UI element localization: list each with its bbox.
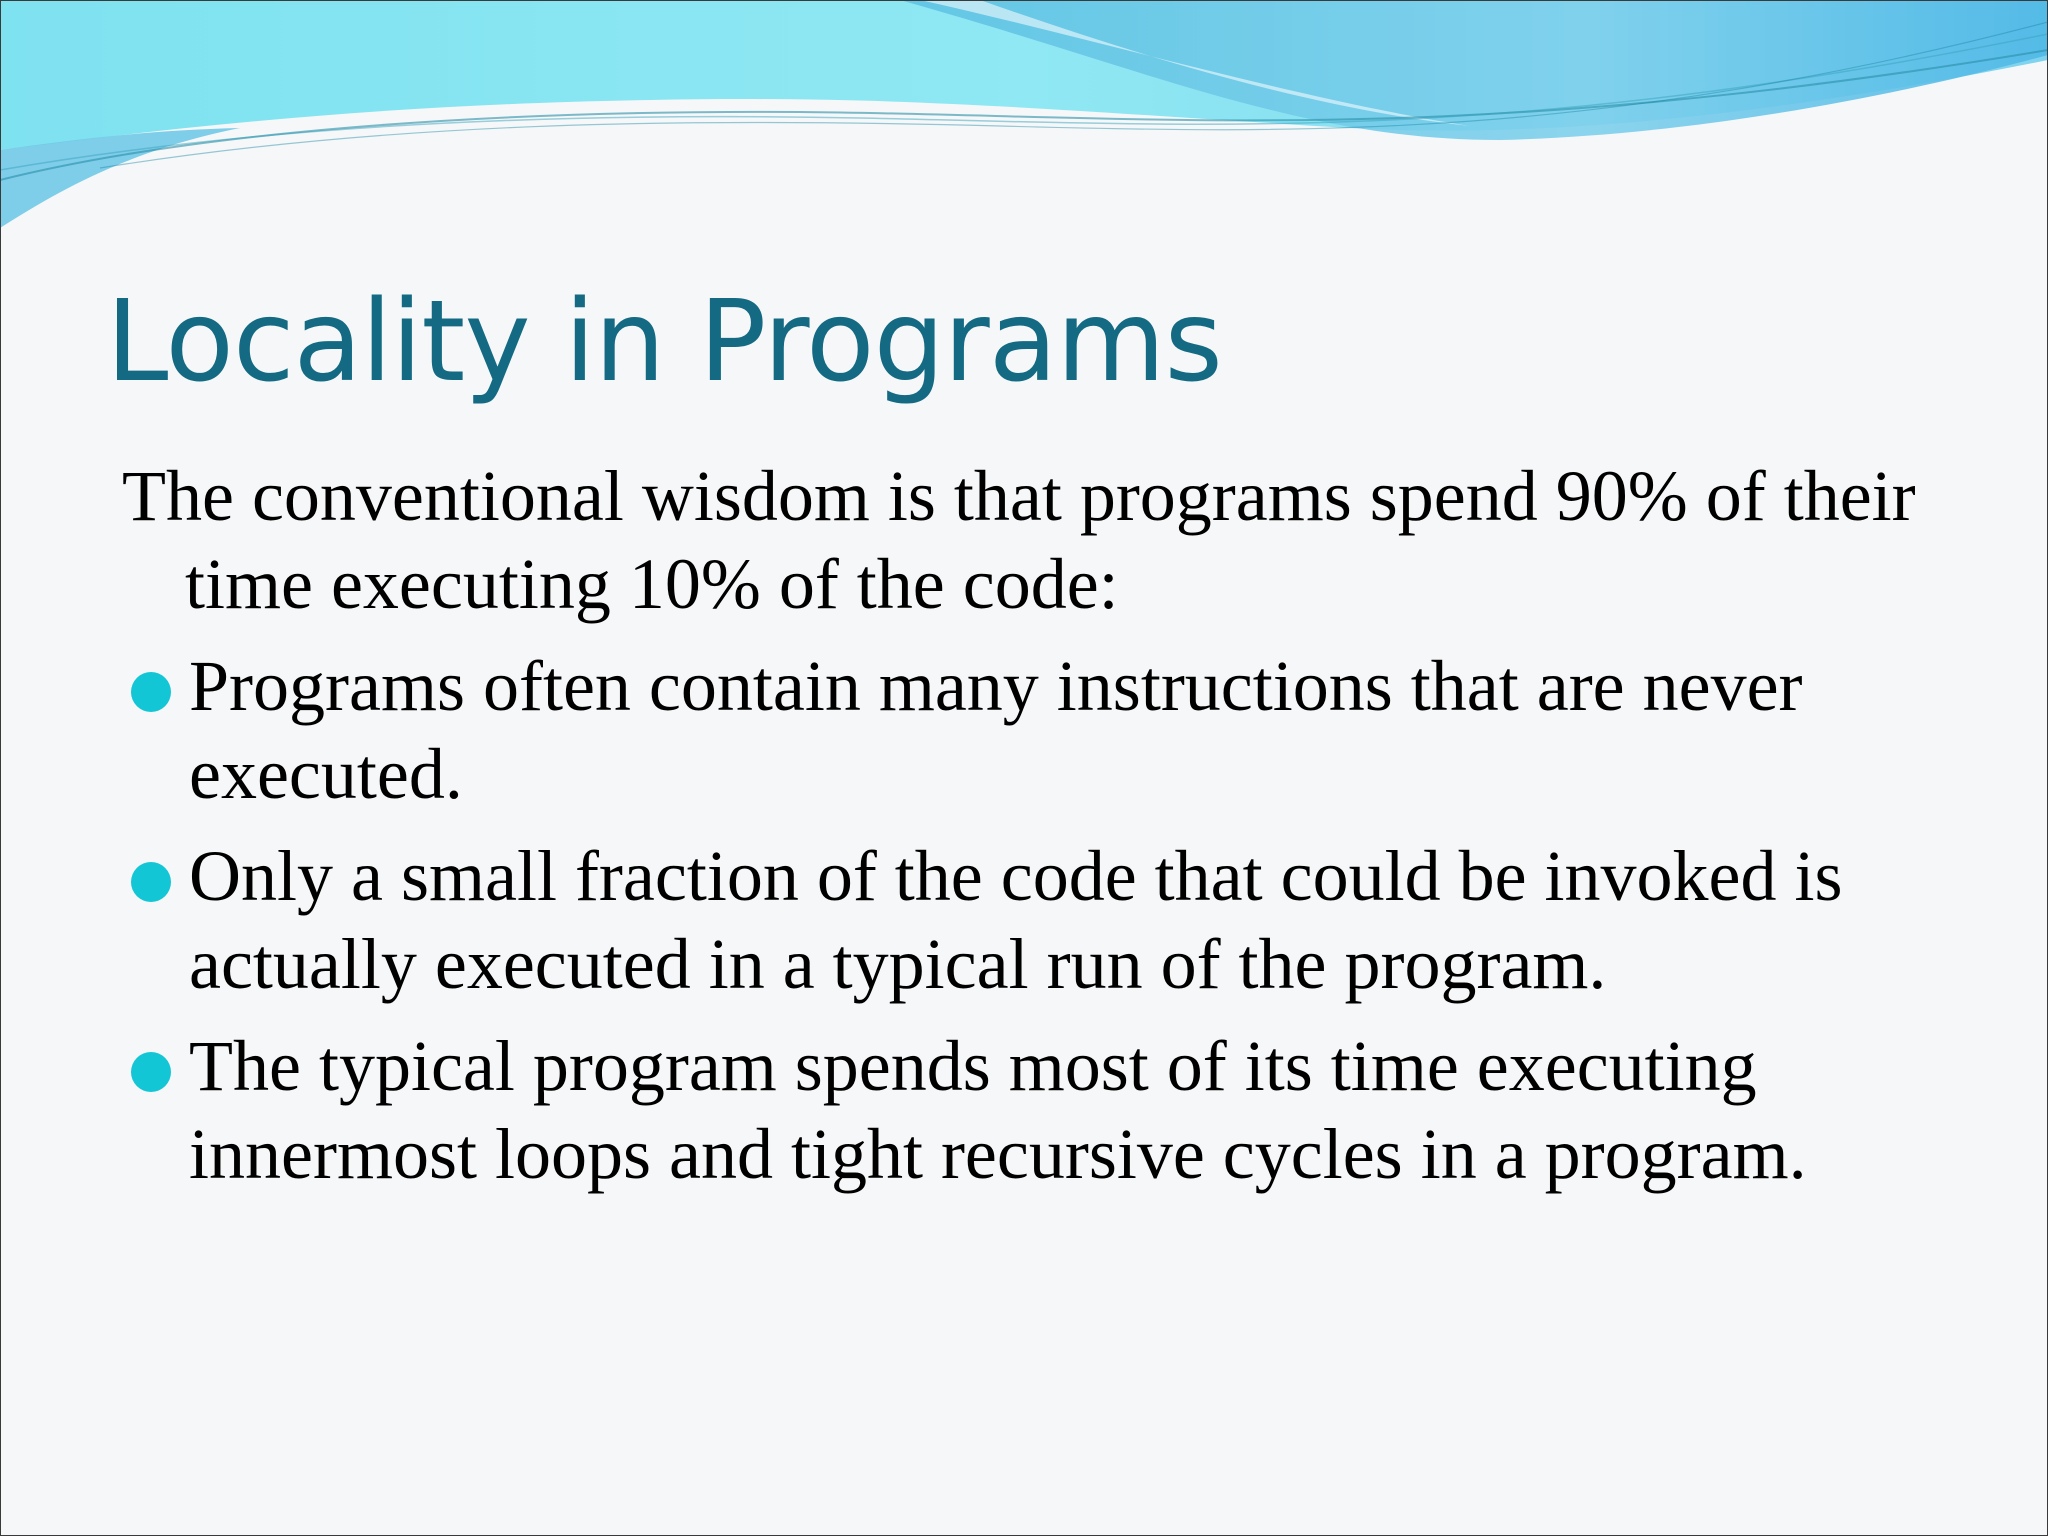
wave-line-2: [0, 33, 2048, 171]
bullet-list: Programs often contain many instructions…: [122, 642, 1952, 1198]
bullet-text: Only a small fraction of the code that c…: [189, 836, 1843, 1004]
wave-line-3: [99, 21, 2048, 169]
wave-banner: [0, 0, 2048, 228]
slide-body: The conventional wisdom is that programs…: [122, 452, 1952, 1212]
bullet-text: Programs often contain many instructions…: [189, 646, 1803, 814]
bullet-dot-icon: [131, 672, 171, 712]
bullet-item: Only a small fraction of the code that c…: [122, 832, 1952, 1008]
bullet-text: The typical program spends most of its t…: [189, 1026, 1807, 1194]
wave-right: [900, 0, 2048, 140]
bullet-dot-icon: [131, 1052, 171, 1092]
wave-highlight: [920, 0, 1470, 126]
bullet-item: Programs often contain many instructions…: [122, 642, 1952, 818]
bullet-item: The typical program spends most of its t…: [122, 1022, 1952, 1198]
wave-left: [0, 0, 240, 228]
intro-paragraph: The conventional wisdom is that programs…: [122, 456, 1916, 624]
bullet-dot-icon: [131, 862, 171, 902]
slide-title: Locality in Programs: [106, 277, 1223, 407]
